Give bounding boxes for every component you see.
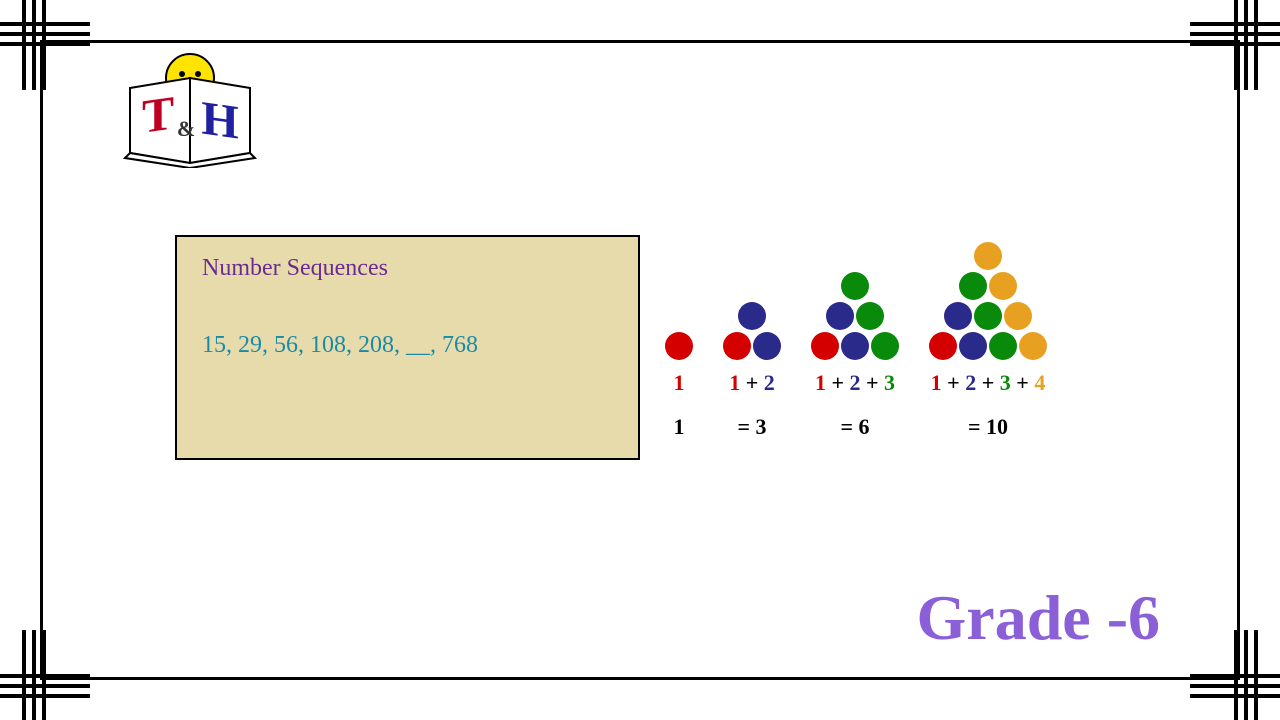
expression-label: 1 + 2 + 3 + 4 (931, 370, 1046, 396)
card-title: Number Sequences (202, 255, 613, 282)
corner-decoration-br (1180, 620, 1280, 720)
dot-icon (959, 272, 987, 300)
result-label: = 6 (840, 414, 869, 440)
triangular-column: 1 + 2 = 3 (723, 230, 781, 440)
dot-icon (959, 332, 987, 360)
dot-icon (841, 332, 869, 360)
dot-icon (723, 332, 751, 360)
dot-icon (974, 242, 1002, 270)
result-label: 1 (674, 414, 685, 440)
dot-icon (944, 302, 972, 330)
svg-text:&: & (177, 116, 195, 141)
corner-decoration-bl (0, 620, 100, 720)
expression-label: 1 + 2 (729, 370, 775, 396)
dot-icon (871, 332, 899, 360)
svg-text:H: H (201, 92, 238, 150)
card-sequence: 15, 29, 56, 108, 208, __, 768 (202, 332, 613, 359)
logo-icon: T & H (120, 48, 260, 168)
result-label: = 10 (968, 414, 1008, 440)
dot-icon (856, 302, 884, 330)
triangular-column: 11 (665, 230, 693, 440)
triangular-column: 1 + 2 + 3 = 6 (811, 230, 899, 440)
dot-icon (974, 302, 1002, 330)
dot-icon (826, 302, 854, 330)
sequence-card: Number Sequences 15, 29, 56, 108, 208, _… (175, 235, 640, 460)
expression-label: 1 (674, 370, 685, 396)
dot-icon (929, 332, 957, 360)
dot-icon (738, 302, 766, 330)
dot-icon (1004, 302, 1032, 330)
dot-icon (665, 332, 693, 360)
dot-icon (753, 332, 781, 360)
svg-text:T: T (142, 87, 174, 144)
dot-icon (811, 332, 839, 360)
dot-icon (989, 272, 1017, 300)
triangular-numbers-diagram: 111 + 2= 31 + 2 + 3= 61 + 2 + 3 + 4= 10 (665, 230, 1047, 440)
dot-icon (989, 332, 1017, 360)
grade-label: Grade -6 (917, 581, 1161, 655)
dot-icon (1019, 332, 1047, 360)
expression-label: 1 + 2 + 3 (815, 370, 895, 396)
result-label: = 3 (737, 414, 766, 440)
dot-icon (841, 272, 869, 300)
corner-decoration-tr (1180, 0, 1280, 100)
triangular-column: 1 + 2 + 3 + 4 = 10 (929, 230, 1047, 440)
corner-decoration-tl (0, 0, 100, 100)
